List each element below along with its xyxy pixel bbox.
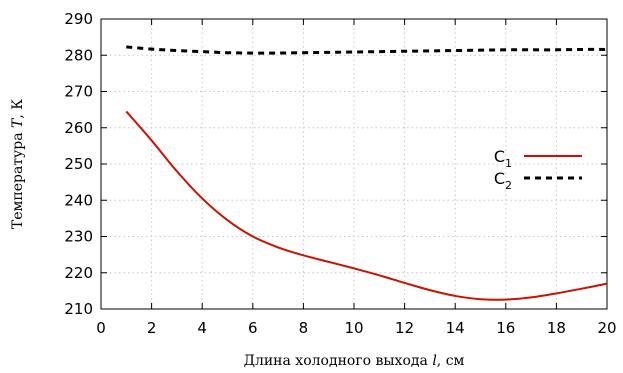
x-tick-label: 4 (197, 319, 207, 337)
grid (101, 19, 607, 309)
x-tick-label: 2 (147, 319, 157, 337)
x-tick-label: 6 (248, 319, 258, 337)
x-tick-label: 18 (547, 319, 566, 337)
x-tick-label: 12 (395, 319, 414, 337)
y-tick-label: 240 (64, 191, 93, 209)
y-tick-label: 230 (64, 228, 93, 246)
y-tick-label: 210 (64, 300, 93, 318)
x-tick-label: 8 (299, 319, 309, 337)
y-axis-label: Температура T, К (10, 99, 26, 229)
series-line-2 (126, 45, 608, 55)
y-tick-label: 270 (64, 83, 93, 101)
legend-label-name: C (494, 169, 505, 188)
series-line-1 (125, 110, 608, 301)
axis-ticks: 0 2 4 6 8 10 12 14 16 18 2021022023024025026027028… (64, 10, 616, 337)
x-axis-label: Длина холодного выхода l, см (244, 353, 465, 369)
x-axis-label-var: l (432, 353, 436, 369)
x-tick-label: 0 (96, 319, 106, 337)
y-tick-label: 260 (64, 119, 93, 137)
x-axis-label-suffix: , см (437, 353, 465, 369)
x-tick-label: 14 (446, 319, 465, 337)
x-tick-label: 16 (496, 319, 515, 337)
y-tick-label: 220 (64, 264, 93, 282)
legend-label-2: C2 (494, 169, 512, 192)
legend-label-subscript: 2 (505, 179, 512, 192)
y-axis-label-suffix: , К (10, 99, 26, 119)
legend-label-name: C (494, 147, 505, 166)
y-axis-label-prefix: Температура (10, 128, 26, 229)
y-tick-label: 250 (64, 155, 93, 173)
x-axis-label-prefix: Длина холодного выхода (244, 353, 433, 369)
legend-label-1: C1 (494, 147, 512, 170)
x-tick-label: 20 (597, 319, 616, 337)
series-lines (125, 45, 608, 301)
y-tick-label: 290 (64, 10, 93, 28)
y-tick-label: 280 (64, 46, 93, 64)
y-axis-label-var: T (10, 117, 26, 128)
x-tick-label: 10 (344, 319, 363, 337)
legend-label-subscript: 1 (505, 157, 512, 170)
